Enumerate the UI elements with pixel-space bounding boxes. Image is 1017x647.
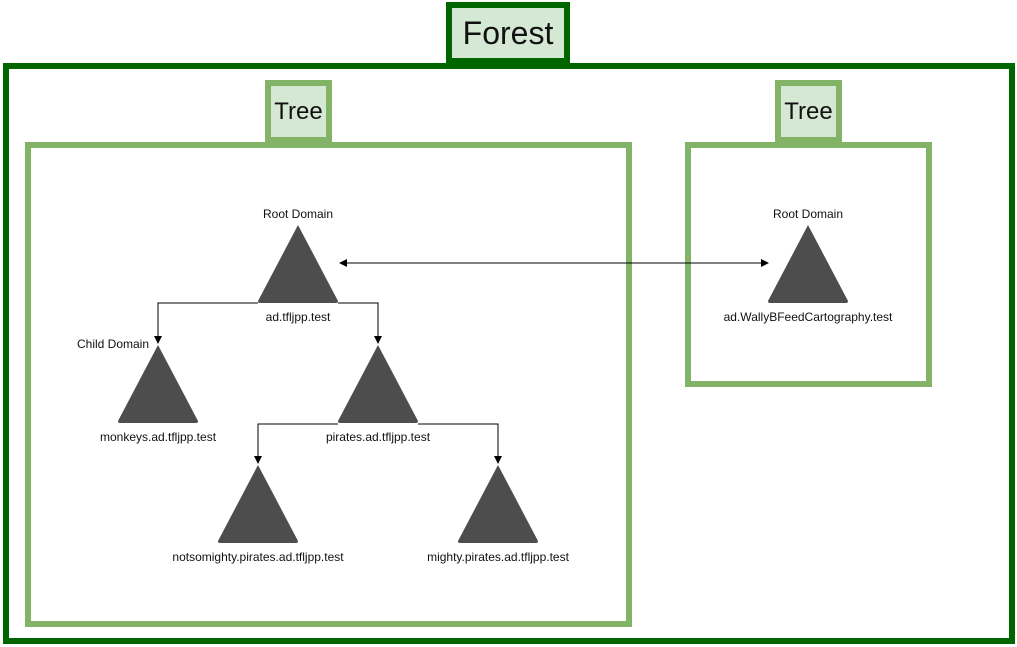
domain-triangle-monkeys xyxy=(118,345,198,423)
root2-caption: Root Domain xyxy=(772,207,844,221)
forest-title: Forest xyxy=(446,2,570,64)
domain-triangle-notsomighty xyxy=(218,465,298,543)
edge-pirates-mighty xyxy=(418,423,502,464)
domain-triangle-mighty xyxy=(458,465,538,543)
tree-title-1: Tree xyxy=(265,80,332,143)
mighty-name: mighty.pirates.ad.tfljpp.test xyxy=(427,550,569,564)
domain-triangle-root2 xyxy=(768,225,848,303)
monkeys-name: monkeys.ad.tfljpp.test xyxy=(99,430,217,444)
root2-name: ad.WallyBFeedCartography.test xyxy=(723,310,893,324)
tree-title-2: Tree xyxy=(775,80,842,143)
edge-pirates-notsomighty xyxy=(254,423,338,464)
edge-root1-pirates xyxy=(338,302,382,344)
root1-name: ad.tfljpp.test xyxy=(265,310,331,324)
notsomighty-name: notsomighty.pirates.ad.tfljpp.test xyxy=(172,550,344,564)
domain-triangle-root1 xyxy=(258,225,338,303)
root1-caption: Root Domain xyxy=(262,207,334,221)
tree-title-2-label: Tree xyxy=(784,97,833,125)
edge-root1-monkeys xyxy=(154,302,258,344)
forest-container xyxy=(3,63,1015,644)
monkeys-caption: Child Domain xyxy=(76,337,150,351)
pirates-name: pirates.ad.tfljpp.test xyxy=(325,430,431,444)
domain-triangle-pirates xyxy=(338,345,418,423)
forest-title-label: Forest xyxy=(462,14,554,51)
tree-title-1-label: Tree xyxy=(274,97,323,125)
tree-container-1 xyxy=(25,142,632,627)
